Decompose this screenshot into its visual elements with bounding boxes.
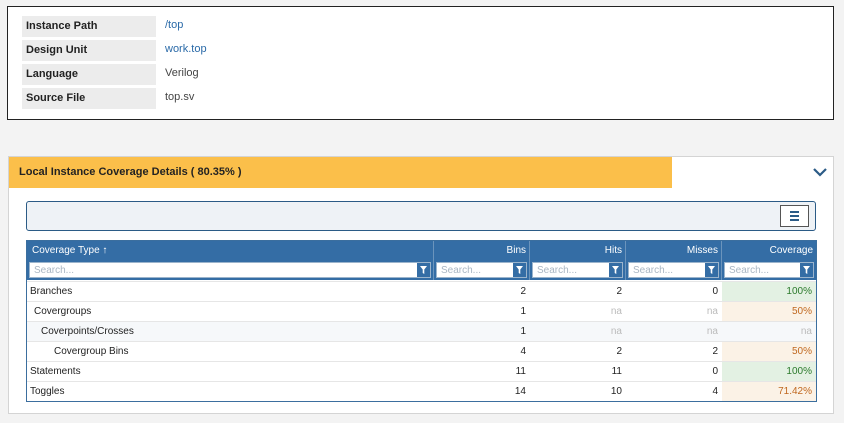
coverage-type-filter [29, 262, 431, 278]
hits-cell: 11 [611, 366, 622, 377]
hits-cell: 2 [616, 286, 622, 297]
bins-cell: 1 [520, 306, 526, 317]
coverage-type-search-input[interactable] [30, 263, 416, 277]
misses-cell: na [706, 306, 718, 317]
table-row[interactable]: Coverpoints/Crosses 1 na na na [27, 321, 816, 341]
info-label: Language [22, 64, 156, 85]
column-title[interactable]: Misses [686, 245, 718, 256]
table-row[interactable]: Covergroup Bins 4 2 2 50% [27, 341, 816, 361]
hamburger-menu-icon[interactable] [780, 205, 809, 227]
info-row-design-unit: Design Unit work.top [22, 40, 822, 61]
column-title[interactable]: Coverage [769, 245, 813, 256]
info-label: Instance Path [22, 16, 156, 37]
column-header-bins[interactable]: Bins [434, 241, 530, 280]
coverage-search-input[interactable] [725, 263, 799, 277]
misses-search-input[interactable] [629, 263, 704, 277]
hits-search-input[interactable] [533, 263, 608, 277]
bins-search-input[interactable] [437, 263, 512, 277]
source-file-value: top.sv [165, 91, 195, 103]
filter-icon[interactable] [417, 263, 430, 277]
coverage-cell: 100% [722, 362, 816, 381]
table-row[interactable]: Branches 2 2 0 100% [27, 281, 816, 301]
coverage-cell: 100% [722, 282, 816, 301]
info-label: Design Unit [22, 40, 156, 61]
misses-cell: 4 [712, 386, 718, 397]
language-value: Verilog [165, 67, 199, 79]
misses-cell: 0 [712, 366, 718, 377]
instance-info-box: Instance Path /top Design Unit work.top … [7, 6, 834, 120]
column-title[interactable]: Hits [604, 245, 622, 256]
table-row[interactable]: Statements 11 11 0 100% [27, 361, 816, 381]
column-header-misses[interactable]: Misses [626, 241, 722, 280]
bins-cell: 11 [515, 366, 526, 377]
misses-cell: 0 [712, 286, 718, 297]
column-header-coverage-type[interactable]: Coverage Type ↑ [27, 241, 434, 280]
bins-cell: 4 [520, 346, 526, 357]
bins-filter [436, 262, 527, 278]
coverage-type-cell: Statements [30, 366, 81, 377]
filter-icon[interactable] [513, 263, 526, 277]
panel-title[interactable]: Local Instance Coverage Details ( 80.35%… [9, 157, 672, 188]
filter-icon[interactable] [609, 263, 622, 277]
info-label: Source File [22, 88, 156, 109]
hits-cell: na [610, 326, 622, 337]
bins-cell: 14 [514, 386, 526, 397]
design-unit-link[interactable]: work.top [165, 43, 207, 55]
hits-cell: na [610, 306, 622, 317]
table-row[interactable]: Covergroups 1 na na 50% [27, 301, 816, 321]
info-row-source-file: Source File top.sv [22, 88, 822, 109]
filter-icon[interactable] [800, 263, 813, 277]
info-row-language: Language Verilog [22, 64, 822, 85]
hits-cell: 2 [616, 346, 622, 357]
coverage-details-panel: Local Instance Coverage Details ( 80.35%… [8, 156, 834, 414]
coverage-type-cell: Branches [30, 286, 73, 297]
coverage-cell: 50% [722, 302, 816, 321]
filter-icon[interactable] [705, 263, 718, 277]
bins-cell: 2 [520, 286, 526, 297]
column-title[interactable]: Bins [506, 245, 526, 256]
coverage-table: Coverage Type ↑ Bins Hits [26, 240, 817, 402]
column-header-coverage[interactable]: Coverage [722, 241, 816, 280]
coverage-type-cell: Covergroups [34, 306, 92, 317]
misses-filter [628, 262, 719, 278]
coverage-type-cell: Covergroup Bins [54, 346, 129, 357]
coverage-type-cell: Coverpoints/Crosses [41, 326, 134, 337]
coverage-cell: 50% [722, 342, 816, 361]
column-header-hits[interactable]: Hits [530, 241, 626, 280]
instance-path-link[interactable]: /top [165, 19, 184, 31]
column-title[interactable]: Coverage Type ↑ [32, 245, 108, 256]
hits-cell: 10 [610, 386, 622, 397]
coverage-cell: 71.42% [722, 382, 816, 401]
hits-filter [532, 262, 623, 278]
misses-cell: na [706, 326, 718, 337]
chevron-down-icon[interactable] [811, 163, 829, 181]
coverage-cell: na [800, 326, 812, 337]
table-row[interactable]: Toggles 14 10 4 71.42% [27, 381, 816, 401]
table-header: Coverage Type ↑ Bins Hits [27, 241, 816, 280]
bins-cell: 1 [520, 326, 526, 337]
coverage-type-cell: Toggles [30, 386, 65, 397]
info-row-instance-path: Instance Path /top [22, 16, 822, 37]
table-toolbar [26, 201, 816, 231]
coverage-filter [724, 262, 814, 278]
misses-cell: 2 [712, 346, 718, 357]
